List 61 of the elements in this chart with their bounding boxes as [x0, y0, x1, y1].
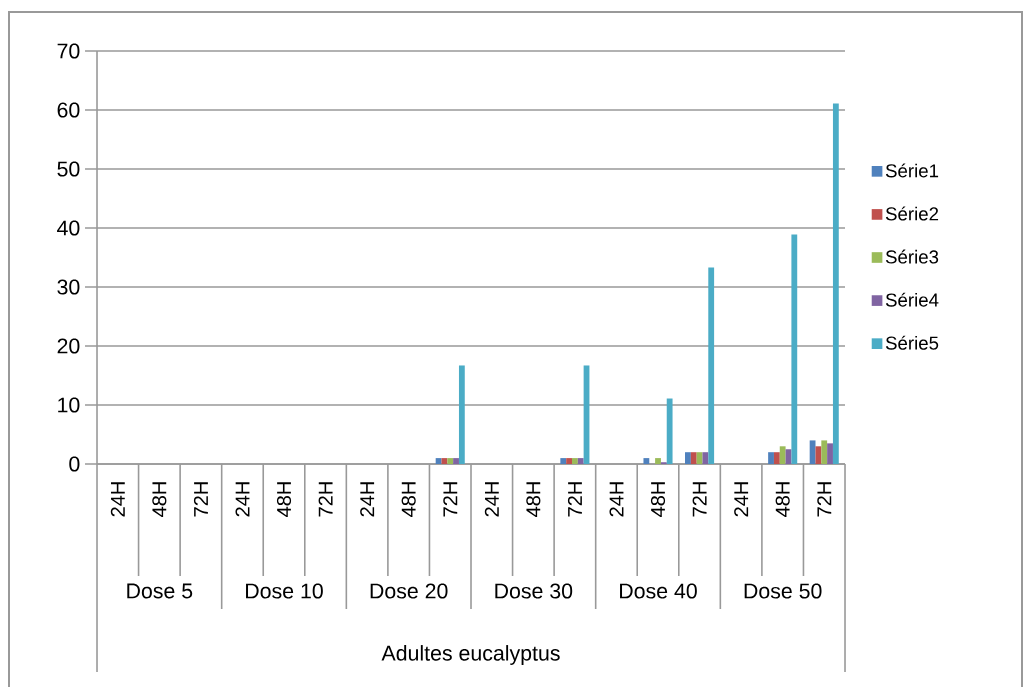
bar [702, 452, 709, 464]
x-tick-label: 72H [193, 482, 208, 517]
x-tick-label: 48H [276, 482, 292, 517]
y-tick-label: 40 [57, 220, 80, 236]
text: Dose 10 [246, 583, 323, 599]
text: Adultes eucalyptus [381, 645, 560, 665]
bar [666, 398, 673, 464]
y-tick-label: 10 [58, 397, 80, 413]
bar [821, 440, 828, 464]
legend-label: Série3 [885, 249, 939, 264]
x-tick-label: 72H [567, 482, 582, 517]
text: Dose 30 [495, 583, 573, 599]
legend-label: Série4 [885, 292, 939, 307]
bar [458, 365, 465, 464]
bar [560, 458, 567, 464]
x-tick-label: 48H [401, 482, 416, 517]
x-tick-label: 48H [526, 482, 541, 517]
bar [690, 452, 697, 464]
x-tick-label: 24H [734, 482, 749, 517]
bar [447, 458, 454, 464]
y-tick-label: 20 [57, 338, 80, 354]
legend-label: Série1 [885, 163, 939, 178]
text: Dose 20 [370, 583, 448, 599]
bar [791, 234, 798, 464]
y-tick-label: 50 [57, 161, 80, 177]
y-tick-label: 70 [57, 43, 80, 59]
x-tick-label: 72H [443, 482, 458, 517]
x-tick-label: 48H [152, 482, 167, 517]
text: Dose 5 [127, 583, 193, 599]
bar [435, 458, 442, 464]
x-tick-label: 72H [318, 482, 333, 517]
bar [708, 267, 715, 464]
bar [773, 452, 780, 464]
bar [809, 440, 816, 464]
bar [453, 458, 459, 464]
y-tick-label: 60 [57, 102, 80, 118]
x-tick-label: 24H [609, 482, 624, 517]
bar [655, 458, 661, 464]
x-tick-label: 48H [650, 482, 666, 517]
bar [577, 458, 584, 464]
bar [566, 458, 572, 464]
y-tick-label: 30 [57, 279, 80, 295]
x-tick-label: 72H [817, 482, 832, 517]
x-tick-label: 48H [775, 482, 790, 517]
x-tick-label: 24H [484, 482, 499, 517]
bar [768, 452, 774, 464]
bar [832, 103, 839, 464]
bar [827, 443, 833, 464]
bar [643, 458, 650, 464]
y-tick-label: 0 [69, 456, 80, 472]
bar [779, 446, 786, 464]
legend-label: Série2 [885, 206, 939, 221]
bar [685, 452, 691, 464]
x-tick-label: 24H [110, 482, 125, 517]
x-tick-label: 72H [692, 482, 707, 517]
legend-label: Série5 [885, 335, 939, 350]
text: Dose 40 [620, 583, 697, 599]
bar [571, 458, 578, 464]
text: Dose 50 [744, 583, 822, 599]
x-tick-label: 24H [235, 482, 250, 517]
x-tick-label: 24H [360, 482, 375, 517]
